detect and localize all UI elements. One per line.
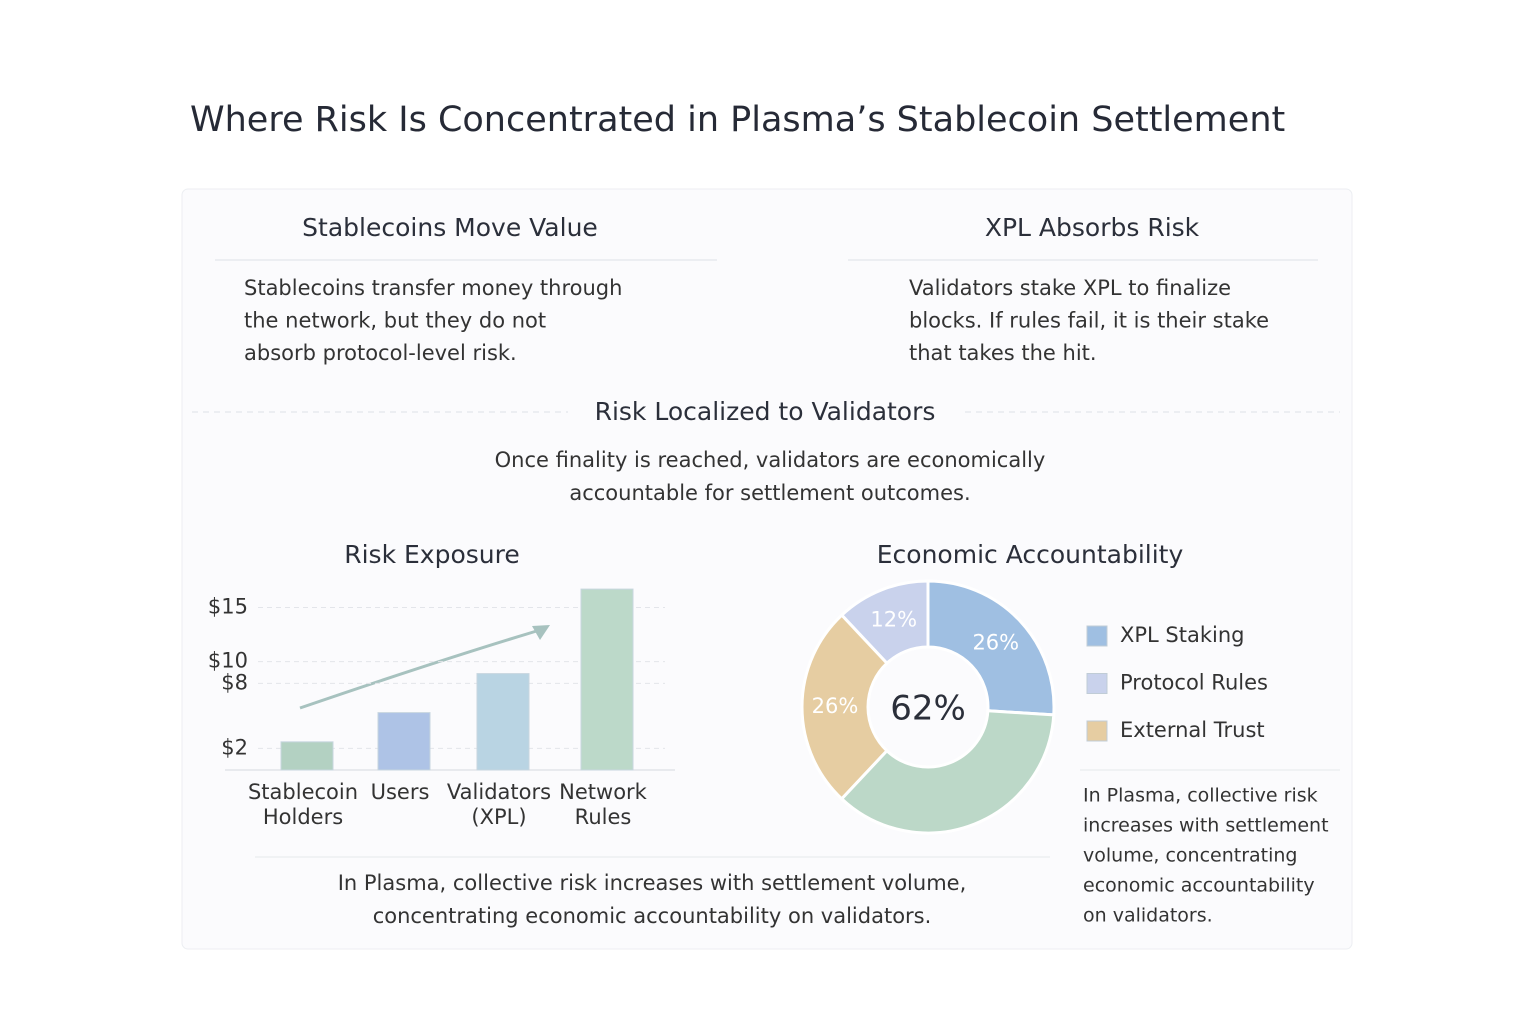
text-line: that takes the hit. [909,341,1097,365]
text-line: Once finality is reached, validators are… [495,448,1046,472]
x-tick-label: (XPL) [471,805,526,829]
chart-title: Economic Accountability [877,540,1184,569]
text-line: the network, but they do not [244,309,546,333]
legend-label: Protocol Rules [1120,671,1268,695]
legend-swatch [1086,673,1108,694]
data-label: 12% [870,608,917,632]
data-label: 26% [812,694,859,718]
text-line: In Plasma, collective risk [1083,785,1318,807]
bar [280,741,334,771]
card-title: Stablecoins Move Value [302,213,598,242]
x-tick-label: Validators [447,780,551,804]
legend-label: XPL Staking [1120,623,1245,647]
text-line: volume, concentrating [1083,845,1298,867]
text-line: absorb protocol-level risk. [244,341,517,365]
section-title: Risk Localized to Validators [595,397,936,426]
arrow-head [532,625,550,640]
center-label: 62% [890,689,966,729]
pie-segment [926,579,1056,717]
text-line: on validators. [1083,905,1213,927]
legend-swatch [1086,720,1108,742]
x-tick-label: Rules [575,805,632,829]
chart-title: Risk Exposure [344,540,520,569]
x-tick-label: Users [371,780,430,804]
y-tick-label: $2 [221,735,248,759]
y-tick-label: $10 [208,649,248,673]
text-line: Stablecoins transfer money through [244,276,622,300]
page-title: Where Risk Is Concentrated in Plasma’s S… [190,100,1285,140]
y-tick-label: $15 [208,595,248,619]
card-title: XPL Absorbs Risk [985,213,1200,242]
text-line: blocks. If rules fail, it is their stake [909,309,1269,333]
bar [476,673,530,771]
text-line: concentrating economic accountability on… [373,904,932,928]
trend-arrow [299,628,541,710]
text-line: In Plasma, collective risk increases wit… [338,871,967,895]
pie-segment [800,613,890,801]
text-line: Validators stake XPL to finalize [909,276,1231,300]
x-tick-label: Network [559,780,648,804]
text-line: accountable for settlement outcomes. [569,481,970,505]
x-tick-label: Stablecoin [248,780,358,804]
bar [377,712,431,771]
text-line: increases with settlement [1083,815,1329,837]
legend-swatch [1086,625,1108,647]
y-tick-label: $8 [221,670,248,694]
legend-label: External Trust [1120,718,1265,742]
x-tick-label: Holders [263,805,343,829]
pie-segment [839,709,1056,835]
bar [580,588,634,771]
panel [181,188,1353,950]
text-line: economic accountability [1083,875,1315,897]
data-label: 26% [972,630,1019,654]
